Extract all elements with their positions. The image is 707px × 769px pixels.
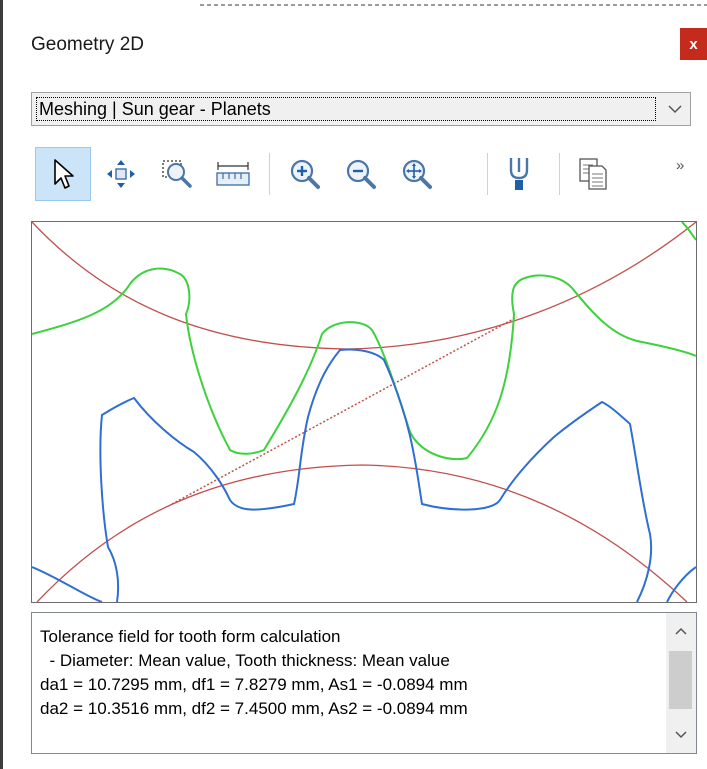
scroll-up-icon[interactable] (666, 617, 696, 645)
background-window-edge (0, 0, 707, 10)
chevron-down-icon[interactable] (660, 93, 690, 125)
planet-gear-profile (32, 267, 696, 461)
calculation-info-panel[interactable]: Tolerance field for tooth form calculati… (31, 612, 697, 754)
close-button[interactable]: x (680, 28, 707, 60)
info-line: da2 = 10.3516 mm, df2 = 7.4500 mm, As2 =… (40, 699, 468, 718)
probe-icon[interactable] (491, 147, 547, 201)
zoom-in-icon[interactable] (277, 147, 333, 201)
sun-gear-profile (32, 566, 696, 602)
copy-icon[interactable] (565, 147, 621, 201)
zoom-out-icon[interactable] (333, 147, 389, 201)
toolbar-overflow-button[interactable]: » (676, 157, 685, 174)
zoom-fit-icon[interactable] (389, 147, 445, 201)
info-line: Tolerance field for tooth form calculati… (40, 627, 341, 646)
planet-root-circle (32, 222, 696, 350)
toolbar-separator (269, 153, 270, 195)
title-bar (3, 10, 707, 76)
toolbar-separator (487, 153, 488, 195)
pan-arrows-icon[interactable] (93, 147, 149, 201)
scrollbar-thumb[interactable] (669, 651, 692, 709)
ruler-icon[interactable] (205, 147, 261, 201)
toolbar: » (31, 145, 707, 205)
scroll-down-icon[interactable] (666, 721, 696, 749)
line-of-action (171, 316, 518, 505)
window-left-border (0, 0, 3, 769)
zoom-window-icon[interactable] (149, 147, 205, 201)
info-line: - Diameter: Mean value, Tooth thickness:… (40, 651, 450, 670)
planet-gear-profile-right-edge (681, 222, 696, 241)
geometry-canvas[interactable] (31, 221, 697, 603)
window-title: Geometry 2D (31, 34, 144, 55)
view-select-value: Meshing | Sun gear - Planets (36, 97, 656, 121)
view-select[interactable]: Meshing | Sun gear - Planets (31, 92, 691, 126)
cursor-arrow-icon[interactable] (35, 147, 91, 201)
sun-tip-circle (36, 464, 688, 602)
info-line: da1 = 10.7295 mm, df1 = 7.8279 mm, As1 =… (40, 675, 468, 694)
toolbar-separator (559, 153, 560, 195)
calculation-info-text: Tolerance field for tooth form calculati… (40, 625, 655, 721)
vertical-scrollbar[interactable] (666, 613, 696, 753)
background-text-fragment (200, 4, 707, 6)
sun-gear-profile-main (99, 348, 653, 602)
gear-mesh-drawing (32, 222, 696, 602)
